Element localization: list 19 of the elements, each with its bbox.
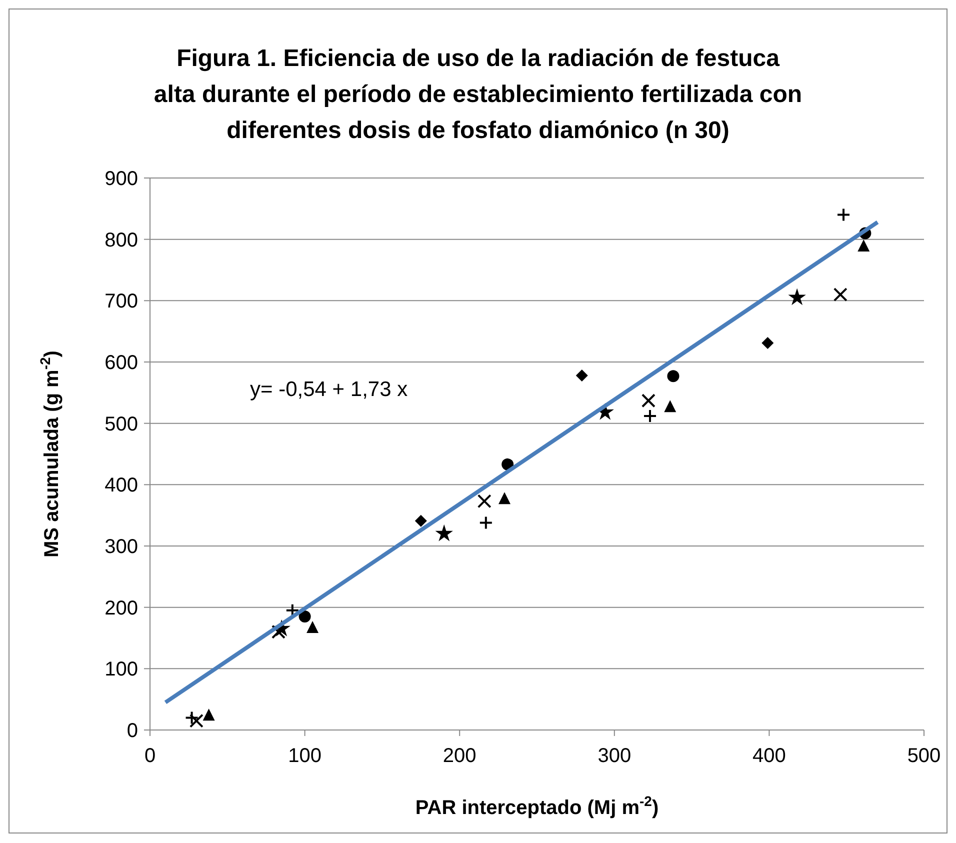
x-tick-label: 500 — [907, 745, 941, 767]
y-tick-label: 600 — [104, 352, 138, 374]
y-tick-label: 100 — [104, 658, 138, 681]
y-tick-label: 300 — [104, 536, 138, 558]
y-tick-label: 400 — [104, 474, 138, 497]
x-tick-label: 100 — [288, 745, 322, 767]
x-tick-label: 200 — [442, 745, 476, 767]
y-tick-label: 200 — [104, 597, 138, 620]
y-tick-label: 0 — [126, 720, 138, 742]
x-axis-title: PAR interceptado (Mj m$^{-2}$) — [415, 793, 659, 819]
x-tick-label: 300 — [598, 745, 632, 767]
y-tick-label: 500 — [104, 413, 138, 436]
annotation: y= -0,54 + 1,73 x — [250, 378, 408, 401]
chart-title: Figura 1. Eficiencia de uso de la radiación de festuca alta durante el período de establecimiento fertilizada con diferentes dosis de fosfato diamónico (n 30) — [154, 45, 802, 144]
x-tick-label: 0 — [144, 745, 156, 767]
x-tick-label: 400 — [752, 745, 786, 767]
y-tick-label: 900 — [104, 168, 138, 190]
y-tick-label: 800 — [104, 229, 138, 252]
y-tick-label: 700 — [104, 290, 138, 313]
